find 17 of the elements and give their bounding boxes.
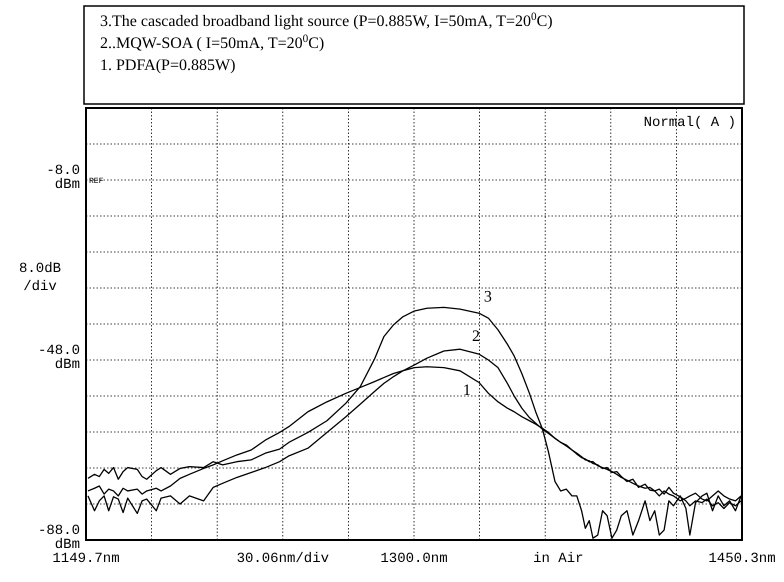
x-axis-title: 30.06nm/div <box>236 551 330 567</box>
series-label: 2 <box>472 328 480 346</box>
x-tick-label: 1300.0nm <box>380 551 448 567</box>
y-tick-label: -48.0 dBm <box>38 343 80 373</box>
text: 1. PDFA(P=0.885W) <box>100 57 236 74</box>
x-tick-label: 1149.7nm <box>52 551 120 567</box>
text: 3.The cascaded broadband light source (P=0.885W, I=50mA, T=20$^{0}$C) <box>100 11 553 30</box>
series-label: 1 <box>462 382 471 399</box>
y-tick-label: -8.0 dBm <box>46 163 80 193</box>
text: 2..MQW-SOA ( I=50mA, T=20$^{0}$C) <box>100 33 324 52</box>
annotation: Normal( A ) <box>644 115 736 131</box>
annotation: REF <box>89 177 104 186</box>
series-label: 3 <box>484 288 492 306</box>
x-tick-label: 1450.3nm <box>708 551 776 567</box>
text: in Air <box>533 551 584 567</box>
y-tick-label: -88.0 dBm <box>38 523 80 553</box>
y-axis-title: 8.0dB /div <box>18 261 62 295</box>
